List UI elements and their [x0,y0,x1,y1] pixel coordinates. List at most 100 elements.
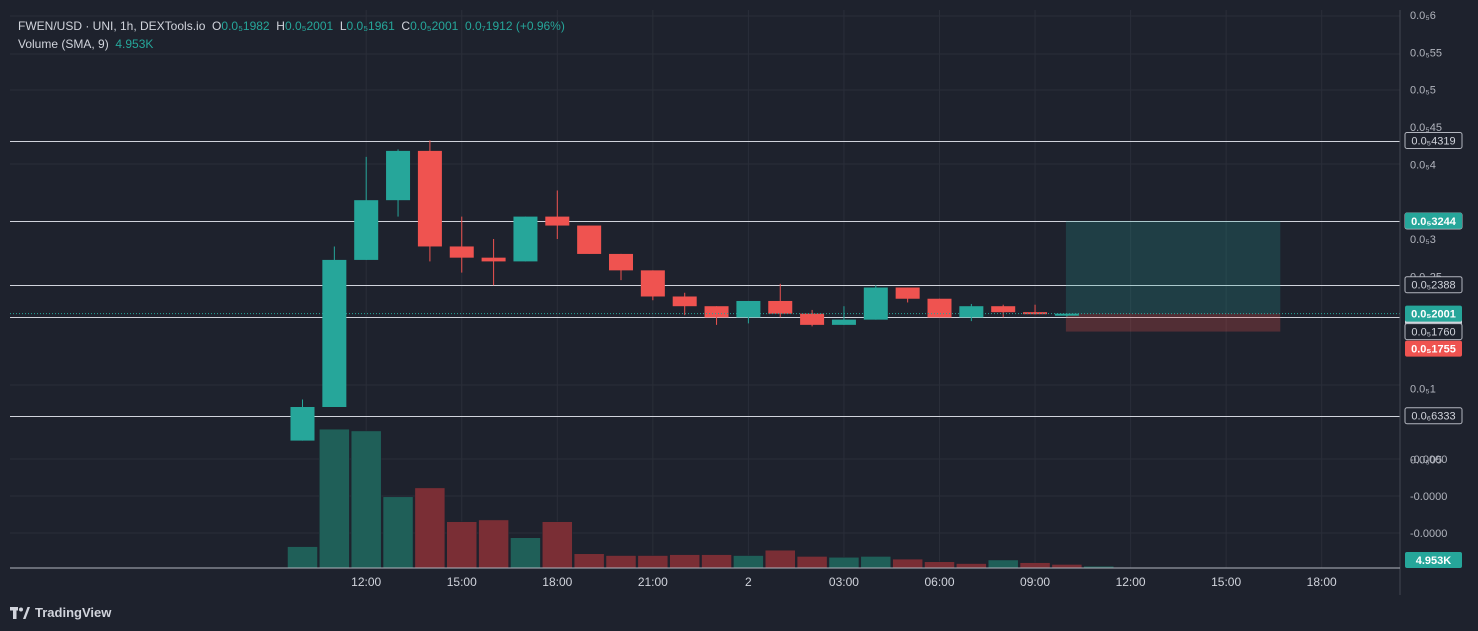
time-axis-labels[interactable]: 12:00 15:00 18:00 21:00 2 03:00 06:00 09:00 12:0… [351,575,1337,589]
time-tick-label: 09:00 [1020,575,1050,589]
volume-bar [319,428,350,569]
volume-tick-label: -0.0000 [1410,454,1447,466]
volume-bar [1019,562,1051,569]
volume-bar [446,521,477,569]
line-price-badge: 0.0₅4319 [1411,136,1455,148]
time-tick-label: 12:00 [351,575,381,589]
time-tick-label: 21:00 [638,575,668,589]
candle-body [991,306,1016,313]
price-tick-label: 0.0₅3 [1410,234,1436,246]
price-badge-bg [1405,305,1462,322]
time-tick-label: 18:00 [1307,575,1337,589]
candle-body [959,306,984,318]
volume-bar [860,556,892,569]
line-price-badge-bg [1404,407,1463,425]
plot-background [10,10,1400,568]
volume-bar [1051,564,1083,569]
legend-row-price: FWEN/USD · UNI, 1h, DEXTools.io O0.0₅198… [18,17,565,35]
time-tick-label: 2 [745,575,752,589]
candle-body [800,313,825,325]
volume-bar [669,554,700,569]
candle-body [831,319,856,325]
legend-title: FWEN/USD · UNI, 1h, DEXTools.io [18,19,206,33]
legend-open-label: O [212,19,222,33]
candle-body [322,259,347,407]
legend-close: 0.0₅2001 [410,19,459,33]
candle-body [640,270,665,297]
candle-body [895,287,920,299]
price-tick-label: 0.0₅4 [1410,159,1436,171]
tradingview-brand[interactable]: TradingView [10,605,111,620]
position-tool[interactable] [1065,221,1281,332]
position-target-zone [1065,221,1281,314]
time-tick-label: 03:00 [829,575,859,589]
volume-bar [414,487,446,569]
price-badge: 0.0₅2001 [1411,309,1456,321]
volume-bar [510,537,541,569]
volume-bar [987,559,1019,569]
price-tick-label: 0.0₅55 [1410,47,1442,59]
legend-low-label: L [339,19,347,33]
volume-bar [478,519,509,569]
legend-change: 0.0₇1912 (+0.96%) [464,19,565,33]
price-axis-labels[interactable]: 0.0₅050.0₅10.0₅250.0₅30.0₅40.0₅450.0₅50.… [1410,10,1447,540]
candle-body [386,150,411,201]
price-tick-label: 0.0₅6 [1410,10,1436,22]
volume-bar [542,521,573,569]
line-price-badge: 0.0₅2388 [1411,280,1455,292]
price-badge: 0.0₅1755 [1411,344,1456,356]
time-tick-label: 18:00 [542,575,572,589]
price-badge-bg [1404,323,1463,341]
candle-body [927,298,952,318]
price-badge-bg [1405,340,1462,357]
candle-body [513,216,538,262]
legend-row-volume: Volume (SMA, 9) 4.953K [18,35,565,53]
candle-body [609,253,633,271]
time-tick-label: 06:00 [924,575,954,589]
volume-bar [924,561,955,569]
horizontal-lines[interactable] [10,141,1400,417]
volume-bar [287,546,318,569]
volume-value: 4.953K [115,37,154,51]
volume-bar [828,557,860,569]
price-tick-label: 0.0₅45 [1410,122,1442,134]
legend: FWEN/USD · UNI, 1h, DEXTools.io O0.0₅198… [18,17,565,53]
price-badges: 0.0₅43190.0₅32410.0₅23880.0₅19580.0₆6333… [1404,132,1463,568]
volume-badge: 4.953K [1416,555,1452,567]
candle-body [768,300,793,314]
legend-high-label: H [276,19,285,33]
legend-open: 0.0₅1982 [221,19,270,33]
line-price-badge-bg [1404,276,1463,294]
volume-bar [382,496,414,569]
volume-bars [287,428,1114,569]
price-badge: 0.0₅1760 [1411,327,1455,339]
volume-bar [733,555,764,569]
brand-text: TradingView [35,605,112,620]
candle-body [577,225,602,254]
candle-body [481,257,506,262]
legend-high: 0.0₅2001 [284,19,334,33]
candle-body [736,300,761,318]
time-tick-label: 12:00 [1116,575,1146,589]
candle-body [417,150,442,247]
volume-bar [892,558,923,569]
price-badge-bg [1405,212,1462,229]
axes[interactable] [10,10,1401,595]
volume-bar [956,563,987,569]
candle-body [1023,312,1048,315]
volume-bar [796,556,828,569]
volume-bar [701,554,732,569]
candle-body [354,200,379,260]
time-tick-label: 15:00 [1211,575,1241,589]
volume-tick-label: -0.0000 [1410,491,1447,503]
candle-body [704,306,729,318]
candle-body [545,216,570,226]
candles [290,140,1079,441]
candle-body [863,287,888,320]
volume-bar [765,549,796,569]
price-badge: 0.0₅3244 [1411,216,1457,228]
volume-badge-bg [1405,552,1462,568]
candle-body [290,407,315,441]
volume-bar [605,555,637,569]
